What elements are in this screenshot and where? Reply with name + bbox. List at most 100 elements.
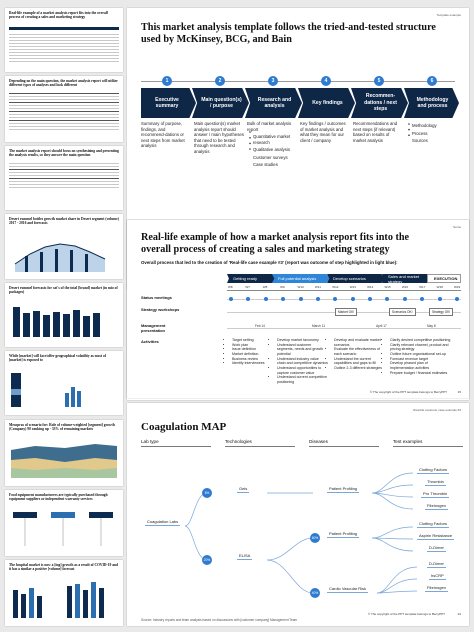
test-node: Clotting Factors bbox=[417, 521, 450, 528]
test-node: Clotting Factors bbox=[417, 467, 450, 474]
phase-sales-strategy: Sales and market strategy bbox=[382, 274, 430, 283]
thumbnail-slide-5[interactable]: Desert rummel forecasts for cat's of the… bbox=[5, 283, 123, 347]
status-meeting-dot bbox=[385, 297, 390, 301]
source-note: Source: Industry reports and team analys… bbox=[141, 618, 298, 622]
activity-item: Understand current competitive positioni… bbox=[277, 375, 328, 384]
status-meeting-dot bbox=[229, 297, 233, 301]
status-meeting-dot bbox=[368, 297, 373, 301]
thumbnail-slide-6[interactable]: While [market] will face/offer geographi… bbox=[5, 351, 123, 415]
step-description: Main question(s) market analysis report … bbox=[194, 121, 244, 154]
test-node: Thrombin bbox=[425, 479, 446, 486]
activity-item: Outline future organizational set-up bbox=[390, 352, 451, 357]
status-meeting-dot bbox=[455, 297, 459, 301]
activity-item: Develop and evaluate market scenarios bbox=[334, 338, 383, 347]
activity-item: Develop phased plan of implementation ac… bbox=[390, 361, 451, 370]
activity-item: Work plan bbox=[232, 343, 272, 348]
column-header-technologies: Technologies bbox=[225, 439, 252, 444]
bullet-markers bbox=[249, 123, 410, 150]
thumbnail-chart bbox=[13, 582, 104, 618]
slide-corner-label: Template example bbox=[436, 13, 461, 17]
column-rule bbox=[309, 446, 379, 447]
activities-col-4: Clarify desired competitive positioningC… bbox=[385, 338, 451, 375]
slide-title: Real-life example of how a market analys… bbox=[141, 232, 410, 256]
phase-getting-ready: Getting ready bbox=[227, 274, 275, 283]
step-label: Research and analysis bbox=[257, 96, 292, 109]
week-label: W10 bbox=[297, 285, 304, 289]
activity-item: Issue definition bbox=[232, 347, 272, 352]
milestone-box: Scenarios OK! bbox=[389, 308, 416, 316]
thumbnail-slide-2[interactable]: Depending on the main question, the mark… bbox=[5, 76, 123, 142]
week-label: W13 bbox=[349, 285, 356, 289]
column-rule bbox=[225, 446, 295, 447]
test-node: D-Dimer bbox=[427, 561, 446, 568]
status-meeting-dot bbox=[315, 297, 320, 301]
activity-item: Business review bbox=[232, 357, 272, 362]
activity-item: Outline 2-3 different strategies bbox=[334, 366, 383, 371]
activity-item: Forecast revenue target bbox=[390, 357, 451, 362]
test-node: Fibrinogen bbox=[425, 585, 448, 592]
activity-item: Understand customer segments, needs and … bbox=[277, 343, 328, 357]
test-node: Pro Thrombin bbox=[421, 491, 450, 498]
step-label: Key findings bbox=[312, 99, 343, 106]
thumbnail-diagram bbox=[13, 512, 113, 546]
management-row-line bbox=[227, 328, 461, 329]
milestone-box: Strategy OK! bbox=[429, 308, 454, 316]
page-number: 22 bbox=[457, 612, 461, 616]
week-label: W9 bbox=[280, 285, 285, 289]
step-number: 6 bbox=[427, 76, 437, 86]
column-header-diseases: Diseases bbox=[309, 439, 328, 444]
step-chevron: Main question(s) / purpose bbox=[192, 88, 249, 118]
activity-item: Clarify relevant channel, product and pr… bbox=[390, 343, 451, 352]
phase-execution: EXECUTION bbox=[427, 274, 461, 283]
status-meeting-dot bbox=[246, 297, 251, 301]
date-label: March 11 bbox=[312, 324, 326, 328]
week-label: W15 bbox=[384, 285, 391, 289]
thumbnail-slide-9[interactable]: The hospital market is now a [ing] growt… bbox=[5, 560, 123, 626]
column-header-lab-type: Lab type bbox=[141, 439, 159, 444]
step-description: Key findings / outcomes of market analys… bbox=[300, 121, 350, 143]
week-label: W17 bbox=[419, 285, 426, 289]
date-label: May 8 bbox=[427, 324, 436, 328]
slide-title: Coagulation MAP bbox=[141, 421, 227, 433]
slide-title: This market analysis template follows th… bbox=[141, 22, 436, 46]
thumbnail-title: Desert rummel bottles growth market shar… bbox=[9, 217, 119, 226]
status-row-line bbox=[227, 299, 461, 300]
technology-share: 8% bbox=[202, 488, 212, 498]
step-bullet: Quantitative market research bbox=[253, 134, 291, 145]
column-header-test-examples: Test examples bbox=[393, 439, 423, 444]
slide-process-timeline-body: Some Real-life example of how a market a… bbox=[127, 220, 469, 398]
status-meeting-dot bbox=[298, 297, 303, 301]
step-number: 4 bbox=[321, 76, 331, 86]
status-meeting-dot bbox=[350, 297, 355, 301]
activities-col-2: Develop market taxonomyUnderstand custom… bbox=[272, 338, 328, 385]
thumbnail-slide-1[interactable]: Real-life example of a market analysis r… bbox=[5, 8, 123, 72]
thumbnail-chart bbox=[14, 243, 106, 272]
step-bullet: Qualitative analysis bbox=[253, 147, 291, 153]
activity-item: Understand industry value chain and comp… bbox=[277, 357, 328, 366]
thumbnail-title: The hospital market is now a [ing] growt… bbox=[9, 563, 118, 572]
step-desc-text: Key findings / outcomes of market analys… bbox=[300, 121, 346, 143]
step-bullet: Case studies bbox=[253, 162, 278, 168]
row-label-status: Status meetings bbox=[141, 295, 172, 300]
step-number: 3 bbox=[268, 76, 278, 86]
status-meeting-dot bbox=[281, 297, 286, 301]
slide-coagulation-map: Real-life customer case example #3 Coagu… bbox=[127, 403, 469, 626]
thumbnail-chart bbox=[11, 444, 117, 478]
thumbnail-slide-7[interactable]: Mesopras of scenario for: Role of volume… bbox=[5, 420, 123, 486]
slide-subtitle: Overall process that led to the creation… bbox=[141, 260, 398, 265]
thumbnail-title: Desert rummel forecasts for cat's of the… bbox=[9, 286, 118, 295]
thumbnail-slide-8[interactable]: Food equipment manufacturers are typical… bbox=[5, 490, 123, 556]
step-description: Methodology Process Sources bbox=[406, 121, 456, 144]
step-chevron: Key findings bbox=[298, 88, 355, 118]
step-bullet: Customer surveys bbox=[253, 154, 288, 160]
row-label-activities: Activities bbox=[141, 339, 159, 344]
thumbnail-slide-4[interactable]: Desert rummel bottles growth market shar… bbox=[5, 214, 123, 279]
thumbnail-slide-3[interactable]: The market analysis report should focus … bbox=[5, 146, 123, 210]
test-node: Fibrinogen bbox=[425, 503, 448, 510]
technology-node: ELISA bbox=[237, 553, 253, 560]
milestone-box: Market OK! bbox=[335, 308, 358, 316]
copyright-footer: © The copyright of the PPT template belo… bbox=[370, 390, 447, 394]
week-label: W12 bbox=[332, 285, 339, 289]
copyright-footer: © The copyright of the PPT template belo… bbox=[368, 612, 445, 616]
technology-node: Gels bbox=[237, 486, 250, 493]
